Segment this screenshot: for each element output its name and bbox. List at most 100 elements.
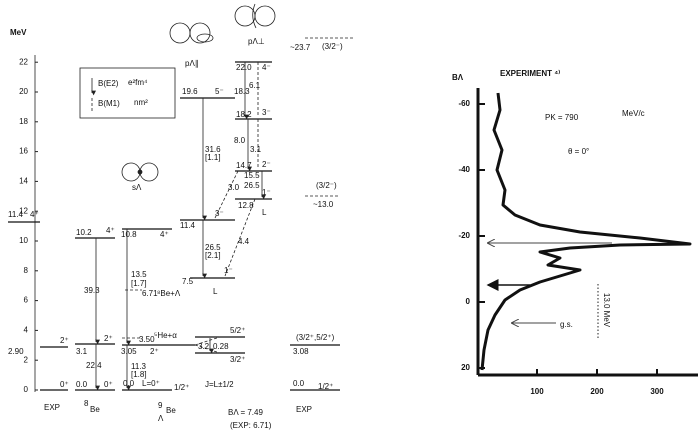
y-tick-label: 8 [24,266,29,275]
x-tick-label: 200 [590,387,604,396]
transition [214,170,239,219]
level-scheme [8,3,355,392]
label: 1⁻ [262,188,271,197]
y-tick-label: 20 [19,87,28,96]
label: 3.05 [121,347,137,356]
label: 4.4 [238,237,250,246]
label: 2⁺ [104,334,113,343]
label: 31.6 [205,145,221,154]
label: Λ [158,414,164,423]
link [194,344,221,354]
label: B(E2) [98,79,119,88]
label: 3.0 [228,183,240,192]
label: L [213,287,218,296]
label: [1.1] [205,153,221,162]
label: ~13.0 [313,200,334,209]
label: e²fm⁴ [128,78,148,87]
label: 3.08 [293,347,309,356]
label: (3/2⁻) [316,181,337,190]
label: 18.2 [236,110,252,119]
y-tick-label: 2 [24,355,29,364]
label: [2.1] [205,251,221,260]
label: 14.7 [236,161,252,170]
label: B(M1) [98,99,120,108]
label: J=L±1/2 [205,380,234,389]
label: L=0⁺ [142,379,160,388]
label: 7.5 [182,277,194,286]
label: 5/2⁺ [230,326,245,335]
label: ⁸Be+Λ [157,289,181,298]
transition [224,198,256,277]
label: EXP [296,405,312,414]
label: 26.5 [205,243,221,252]
y-tick-label: 18 [19,117,28,126]
label: L [262,208,267,217]
label: 8.0 [234,136,246,145]
label: 3⁻ [262,108,271,117]
label: 5⁻ [215,87,224,96]
label: 13.5 [131,270,147,279]
label: 11.4 [8,210,24,219]
x-tick-label: 300 [650,387,664,396]
label: 4⁺ [160,230,169,239]
y-tick-label: 20 [461,363,470,372]
label: 26.5 [244,181,260,190]
label: 1⁻ [224,266,233,275]
label: 3.1 [76,347,88,356]
momentum: PK = 790 [545,113,579,122]
label: ~23.7 [290,43,311,52]
label: 39.3 [84,286,100,295]
label: pΛ∥ [185,59,199,68]
label: 12.8 [238,201,254,210]
label: 4⁺ [30,210,39,219]
label: pΛ⊥ [248,37,265,46]
label: 2.90 [8,347,24,356]
y-tick-label: -40 [458,165,470,174]
gap-label: 13.0 MeV [602,293,611,328]
label: ⁵He+α [154,331,177,340]
label: 2⁺ [150,347,159,356]
label: 2⁻ [262,160,271,169]
panel-title: EXPERIMENT ⁴⁾ [500,69,560,78]
label: 4⁺ [106,226,115,235]
label: 8 [84,399,89,408]
label: EXP [44,403,60,412]
label: Be [90,405,100,414]
label: 19.6 [182,87,198,96]
label: 10.2 [76,228,92,237]
label: Be [166,406,176,415]
y-axis-title: BΛ [452,73,464,82]
y-tick-label: 10 [19,236,28,245]
ground-state: g.s. [560,320,573,329]
label: 22.4 [86,361,102,370]
label: (3/2⁻) [322,42,343,51]
label: 0.0 [293,379,305,388]
momentum-unit: MeV/c [622,109,645,118]
y-tick-label: 4 [24,326,29,335]
label: 6.71 [142,289,158,298]
y-tick-label: 22 [19,57,28,66]
label: 11.3 [131,362,147,371]
label: 0⁺ [60,380,69,389]
y-tick-label: 0 [466,297,471,306]
y-tick-label: -60 [458,99,470,108]
label: 22.0 [236,63,252,72]
label: 3.2 [198,342,210,351]
spectrum-trace [480,92,692,371]
label: 1/2⁺ [318,382,333,391]
label: 3⁻ [215,209,224,218]
label: 15.5 [244,171,260,180]
label: 6.1 [249,81,261,90]
label: [1.8] [131,370,147,379]
axis-title: MeV [10,28,27,37]
legend-box [79,67,176,119]
y-tick-label: 16 [19,147,28,156]
label: (EXP: 6.71) [230,421,272,430]
y-tick-label: 6 [24,296,29,305]
label: 1/2⁺ [174,383,189,392]
y-tick-label: 12 [19,206,28,215]
label: 10.8 [121,230,137,239]
label: nm² [134,98,148,107]
label: 3.1 [250,145,262,154]
